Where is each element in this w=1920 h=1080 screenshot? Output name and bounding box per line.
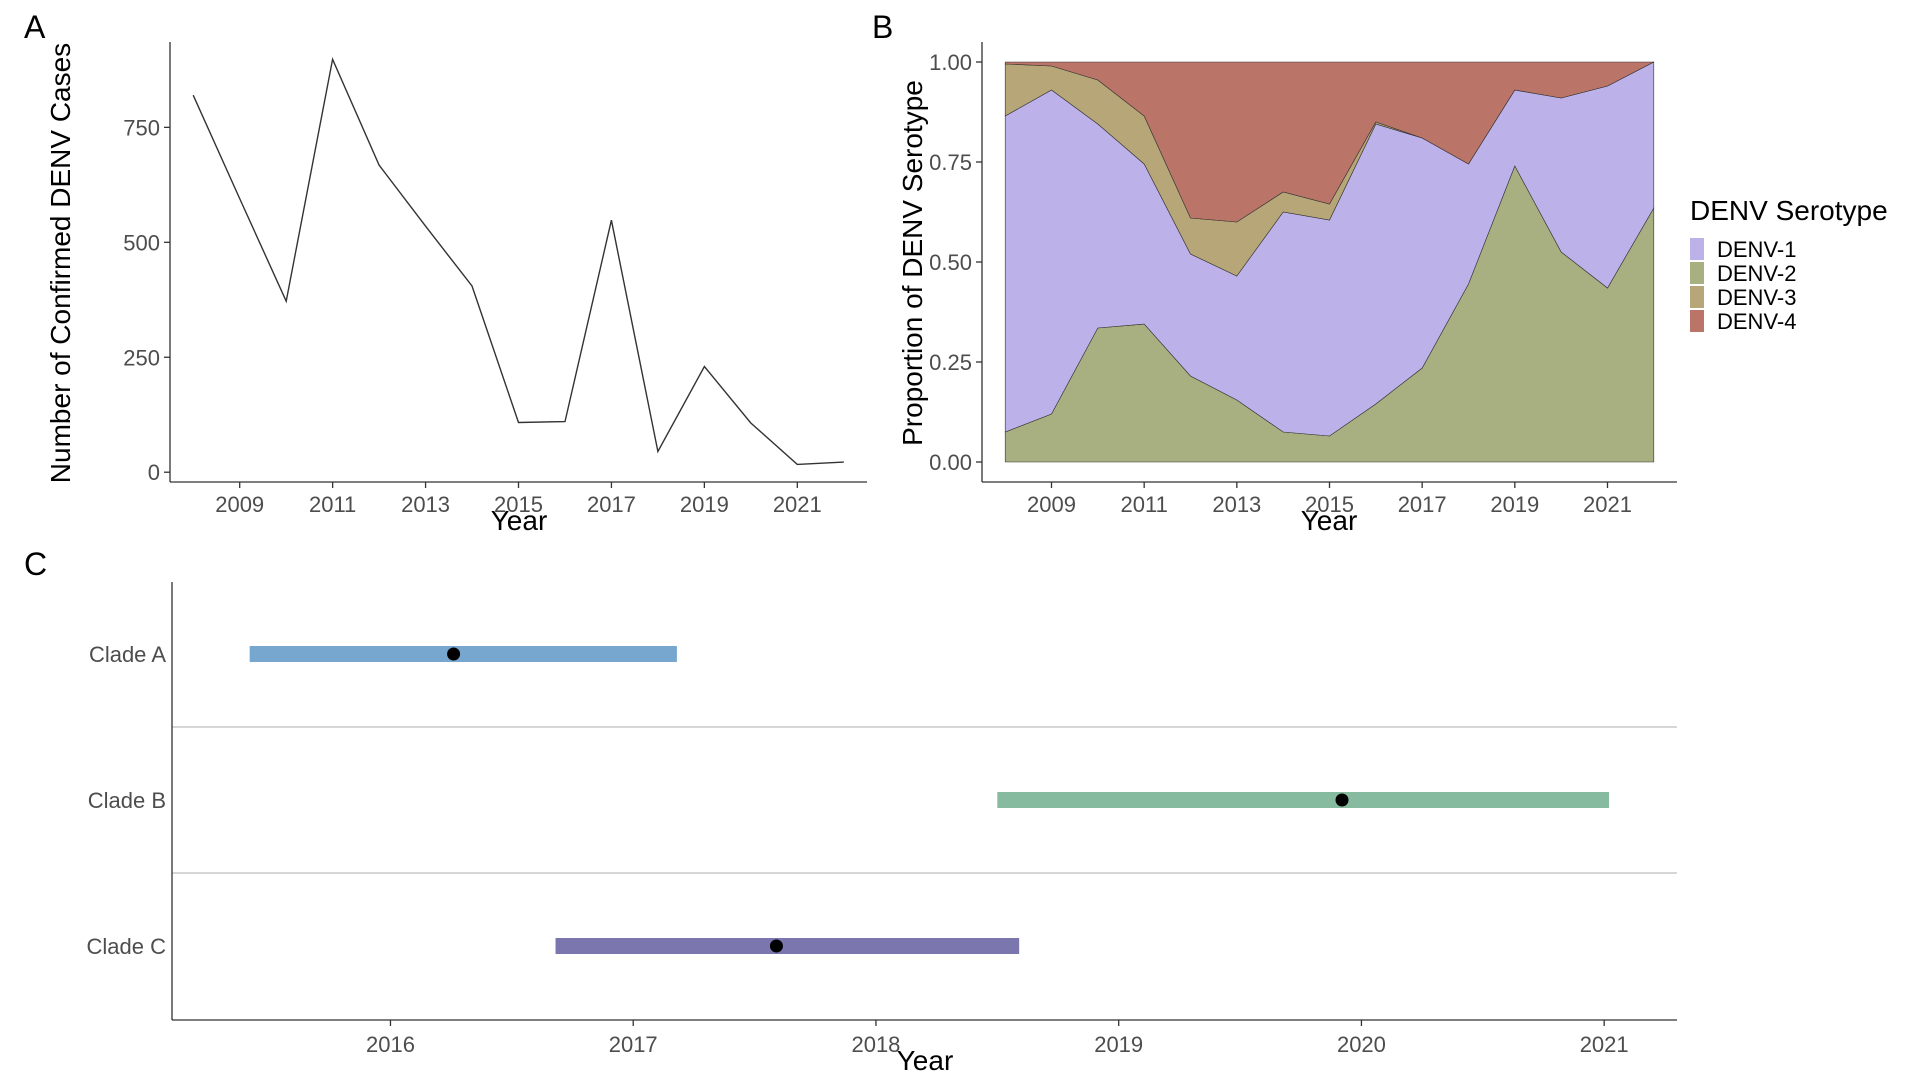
panel-a-x-tick-label: 2015: [494, 492, 543, 517]
legend-key-denv-2: [1690, 262, 1704, 284]
panel-a-x-tick-label: 2017: [587, 492, 636, 517]
panel-c-x-tick-label: 2016: [366, 1032, 415, 1057]
panel-c-ticks: 2016 2017 2018 2019 2020 2021 Clade A Clade B Cl…: [87, 642, 1629, 1057]
panel-a-marks: [192, 56, 844, 466]
panel-a-x-tick-label: 2021: [773, 492, 822, 517]
panel-b-stacked-area-chart: 0.00 0.25 0.50 0.75 1.00 2009 2011 2013 2015 2017…: [897, 42, 1677, 536]
panel-letter-b: B: [872, 9, 893, 45]
panel-b-x-tick-label: 2013: [1212, 492, 1261, 517]
panel-b-x-tick-label: 2011: [1121, 492, 1168, 517]
panel-b-x-tick-label: 2009: [1027, 492, 1076, 517]
panel-c-interval-bar-clade-b: [997, 792, 1610, 808]
panel-a-x-tick-label: 2011: [309, 492, 356, 517]
panel-b-y-tick-label: 0.50: [929, 250, 972, 275]
legend-label-denv-4: DENV-4: [1717, 309, 1796, 334]
panel-a-x-tick-label: 2009: [215, 492, 264, 517]
panel-c-marks: [249, 646, 1610, 954]
panel-letter-c: C: [24, 546, 47, 582]
panel-b-y-tick-label: 0.25: [929, 350, 972, 375]
panel-b-ticks: 0.00 0.25 0.50 0.75 1.00 2009 2011 2013 2015 2017…: [929, 50, 1632, 517]
panel-b-y-tick-label: 0.00: [929, 450, 972, 475]
panel-c-axes: [171, 582, 1677, 1021]
panel-c-interval-chart: 2016 2017 2018 2019 2020 2021 Clade A Clade B Cl…: [87, 582, 1677, 1076]
panel-c-category-label-clade-c: Clade C: [87, 934, 167, 959]
panel-a-y-tick-label: 750: [123, 115, 160, 140]
panel-b-x-tick-label: 2019: [1490, 492, 1539, 517]
panel-c-x-tick-label: 2021: [1580, 1032, 1629, 1057]
panel-letter-a: A: [24, 9, 46, 45]
panel-c-x-tick-label: 2020: [1337, 1032, 1386, 1057]
panel-c-x-tick-label: 2019: [1094, 1032, 1143, 1057]
panel-b-x-tick-label: 2021: [1583, 492, 1632, 517]
panel-c-x-tick-label: 2018: [851, 1032, 900, 1057]
panel-a-series-line: [192, 56, 844, 466]
panel-c-interval-bar-clade-c: [555, 938, 1020, 954]
legend-title: DENV Serotype: [1690, 195, 1888, 226]
panel-b-y-tick-label: 1.00: [929, 50, 972, 75]
panel-c-point-clade-b: [1335, 793, 1349, 807]
panel-b-area-denv-4: [1004, 61, 1654, 223]
panel-a-axes: [169, 42, 867, 483]
panel-b-x-tick-label: 2017: [1398, 492, 1447, 517]
panel-b-y-axis-title: Proportion of DENV Serotype: [897, 80, 928, 446]
panel-a-ticks: 0 250 500 750 2009 2011 2013 2015 2017 2019 2021: [123, 115, 821, 517]
panel-c-category-label-clade-b: Clade B: [88, 788, 166, 813]
legend-key-denv-1: [1690, 238, 1704, 260]
panel-a-y-axis-title: Number of Confirmed DENV Cases: [45, 43, 76, 483]
legend-label-denv-3: DENV-3: [1717, 285, 1796, 310]
panel-b-y-tick-label: 0.75: [929, 150, 972, 175]
panel-c-category-label-clade-a: Clade A: [89, 642, 166, 667]
legend-key-denv-3: [1690, 286, 1704, 308]
panel-a-line-chart: 0 250 500 750 2009 2011 2013 2015 2017 2019 2021 Y…: [45, 42, 867, 536]
legend-label-denv-1: DENV-1: [1717, 237, 1796, 262]
panel-a-x-tick-label: 2013: [401, 492, 450, 517]
panel-c-x-tick-label: 2017: [609, 1032, 658, 1057]
legend-key-denv-4: [1690, 310, 1704, 332]
panel-a-x-tick-label: 2019: [680, 492, 729, 517]
panel-b-marks: [1004, 61, 1655, 463]
panel-c-separators: [172, 726, 1677, 874]
panel-c-point-clade-c: [769, 939, 783, 953]
legend-label-denv-2: DENV-2: [1717, 261, 1796, 286]
panel-a-y-tick-label: 0: [148, 460, 160, 485]
panel-c-x-axis-title: Year: [897, 1045, 954, 1076]
panel-c-point-clade-a: [447, 647, 461, 661]
panel-a-y-tick-label: 500: [123, 230, 160, 255]
panel-a-y-tick-label: 250: [123, 345, 160, 370]
panel-a-x-axis-title: Year: [491, 505, 548, 536]
panel-c-interval-bar-clade-a: [249, 646, 677, 662]
panel-b-x-tick-label: 2015: [1305, 492, 1354, 517]
panel-b-x-axis-title: Year: [1301, 505, 1358, 536]
